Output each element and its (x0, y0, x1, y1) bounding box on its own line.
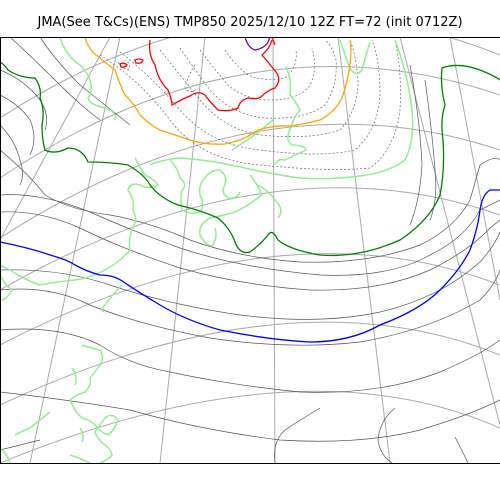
contour-red-small (134, 58, 144, 64)
contour-line (409, 64, 423, 226)
coastline-path (231, 117, 276, 151)
graticule-latitude-line (0, 123, 500, 239)
temperature-contours-thin (0, 37, 500, 463)
coastline-path (0, 274, 13, 301)
dotted-contour (199, 47, 315, 101)
dotted-contour (184, 64, 199, 92)
graticule-longitude-line (399, 37, 500, 426)
graticule-latitude-line (0, 253, 500, 346)
page-title: JMA(See T&Cs)(ENS) TMP850 2025/12/10 12Z… (37, 15, 463, 30)
graticule-latitude-line (0, 321, 500, 406)
contour-line (454, 436, 469, 463)
contour-line (0, 124, 23, 186)
contour-line (9, 37, 101, 121)
contour-purple (244, 37, 271, 51)
dotted-contour (99, 39, 401, 170)
contour-line (0, 391, 500, 442)
contour-line (0, 269, 500, 346)
temperature-contours-dotted (99, 39, 401, 170)
coastline-path (59, 37, 117, 121)
contour-line (39, 37, 131, 126)
coastline-path (339, 39, 371, 75)
contour-red-small (119, 62, 128, 68)
contour-line (0, 328, 500, 393)
coastline-path (0, 157, 160, 286)
graticule (0, 37, 500, 463)
contour-blue (0, 189, 500, 343)
graticule-longitude-line (0, 37, 111, 241)
contour-line (377, 407, 396, 463)
coastline-path (169, 159, 241, 214)
coastline-path (101, 284, 123, 313)
contour-orange (84, 37, 352, 145)
graticule-latitude-line (0, 37, 500, 119)
contour-line (0, 94, 35, 156)
coastline-path (79, 427, 84, 443)
contour-green (0, 61, 500, 257)
contour-line (0, 149, 500, 263)
coastline-path (274, 65, 307, 166)
contour-red-edge (271, 37, 276, 46)
contour-line (0, 211, 500, 291)
graticule-latitude-line (0, 390, 500, 463)
coastline-path (0, 447, 11, 463)
coastline-path (71, 367, 77, 386)
coastline-path (69, 344, 119, 463)
map-area (0, 37, 500, 463)
graticule-longitude-line (159, 37, 206, 463)
coastline-path (14, 411, 51, 436)
coastline-path (257, 184, 282, 219)
graticule-latitude-line (0, 65, 500, 179)
contour-line (0, 439, 41, 451)
contour-line (424, 79, 437, 221)
coastline-path (198, 174, 263, 247)
dotted-contour (117, 59, 130, 71)
contour-line (274, 407, 321, 463)
dotted-contour (119, 39, 381, 155)
coastline-path (69, 454, 91, 463)
dotted-contour (159, 39, 359, 137)
coastlines (0, 37, 414, 463)
graticule-longitude-line (337, 37, 391, 463)
contour-line (0, 194, 500, 276)
coastline-path (149, 39, 414, 180)
map-svg (0, 37, 500, 463)
graticule-longitude-line (272, 37, 276, 463)
contour-line (0, 69, 47, 131)
dotted-contour (224, 49, 297, 80)
contour-red (148, 39, 280, 112)
graticule-longitude-line (449, 37, 500, 301)
contour-line (0, 231, 500, 320)
